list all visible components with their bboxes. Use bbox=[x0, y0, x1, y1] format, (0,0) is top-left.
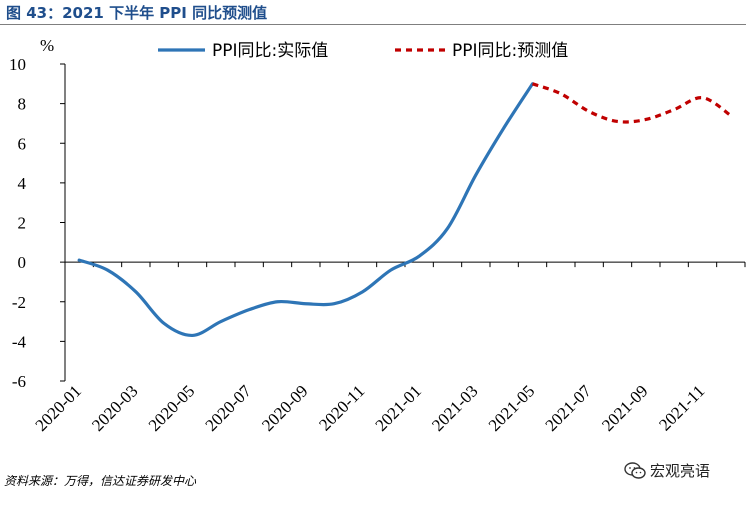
y-tick-label: 6 bbox=[18, 134, 27, 153]
x-tick-label: 2020-01 bbox=[31, 381, 85, 435]
watermark-text: 宏观亮语 bbox=[650, 462, 711, 480]
figure-title: 图 43：2021 下半年 PPI 同比预测值 bbox=[6, 4, 268, 22]
y-tick-label: 2 bbox=[18, 214, 27, 233]
legend-label-1: PPI同比:预测值 bbox=[452, 41, 568, 61]
x-tick-label: 2020-07 bbox=[201, 381, 255, 435]
y-tick-label: 8 bbox=[18, 95, 27, 114]
y-tick-label: 0 bbox=[18, 253, 27, 272]
y-axis: 10 8 6 4 2 0 -2 -4 -6 bbox=[9, 55, 66, 391]
x-tick-label: 2020-11 bbox=[315, 381, 368, 434]
legend-label-0: PPI同比:实际值 bbox=[212, 41, 328, 61]
wechat-icon bbox=[624, 461, 646, 479]
x-tick-label: 2020-09 bbox=[258, 381, 312, 435]
x-tick-label: 2020-05 bbox=[145, 381, 199, 435]
y-tick-label: -4 bbox=[12, 332, 27, 351]
series-line-1 bbox=[531, 82, 732, 124]
y-tick-label: -6 bbox=[12, 372, 26, 391]
series-line-0 bbox=[77, 82, 535, 338]
x-tick-label: 2021-03 bbox=[428, 381, 482, 435]
x-axis: 2020-01 2020-03 2020-05 2020-07 2020-09 2020-… bbox=[31, 261, 746, 435]
watermark: 宏观亮语 bbox=[624, 460, 710, 481]
source-note: 资料来源：万得，信达证券研发中心 bbox=[4, 474, 197, 488]
x-tick-label: 2021-09 bbox=[598, 381, 652, 435]
y-tick-label: -2 bbox=[12, 293, 26, 312]
x-tick-label: 2021-01 bbox=[371, 381, 425, 435]
legend: PPI同比:实际值 PPI同比:预测值 bbox=[158, 41, 568, 61]
y-tick-label: 10 bbox=[9, 55, 26, 74]
series-layer bbox=[77, 82, 732, 338]
x-tick-label: 2021-05 bbox=[485, 381, 539, 435]
x-tick-label: 2020-03 bbox=[88, 381, 142, 435]
x-tick-label: 2021-11 bbox=[655, 381, 708, 434]
title-divider bbox=[0, 24, 746, 25]
y-tick-label: 4 bbox=[18, 174, 27, 193]
x-tick-label: 2021-07 bbox=[541, 381, 595, 435]
y-unit-label: % bbox=[40, 36, 54, 55]
